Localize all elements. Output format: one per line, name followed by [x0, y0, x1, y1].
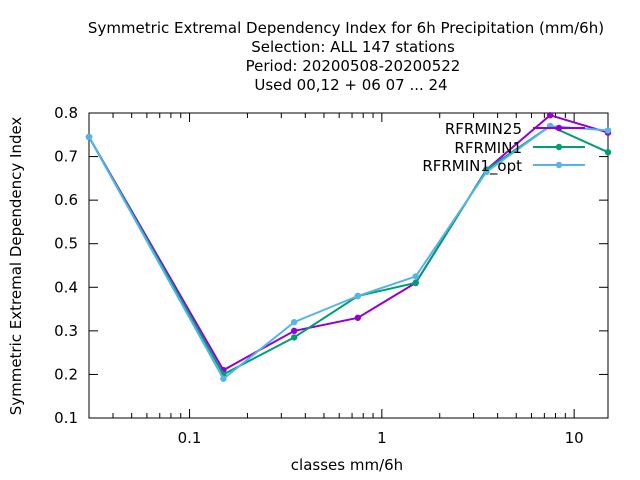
y-tick-label: 0.4	[54, 278, 78, 296]
y-axis: 0.1 0.2 0.3 0.4 0.5 0.6 0.7 0.8	[54, 104, 608, 427]
series-line-rfrmin1-opt	[88, 125, 609, 381]
y-tick-label: 0.6	[54, 191, 78, 209]
legend: RFRMIN25 RFRMIN1 RFRMIN1_opt	[422, 120, 585, 176]
title-line-1: Symmetric Extremal Dependency Index for …	[88, 19, 604, 37]
series-line-rfrmin25	[88, 114, 609, 372]
legend-marker-rfrmin1-opt	[555, 161, 563, 169]
x-axis: 0.1 1 10	[88, 113, 584, 447]
data-point-rfrmin1-opt	[483, 168, 490, 176]
data-point-rfrmin1-opt	[354, 292, 362, 300]
plot-frame	[88, 112, 609, 419]
legend-swatches	[533, 124, 585, 169]
title-line-3: Period: 20200508-20200522	[246, 57, 461, 75]
y-tick-label: 0.3	[54, 322, 78, 340]
y-axis-label: Symmetric Extremal Dependency Index	[7, 117, 25, 416]
series-line-rfrmin1	[88, 124, 609, 376]
data-point-rfrmin25	[354, 314, 362, 321]
series-group	[85, 111, 612, 382]
data-point-rfrmin25	[546, 111, 554, 119]
y-tick-label: 0.8	[54, 104, 78, 122]
data-point-rfrmin1	[604, 149, 612, 156]
legend-label-rfrmin1: RFRMIN1	[454, 139, 522, 157]
title-line-2: Selection: ALL 147 stations	[251, 38, 455, 56]
y-tick-label: 0.5	[54, 235, 78, 253]
x-tick-label: 0.1	[178, 429, 202, 447]
x-axis-label: classes mm/6h	[291, 456, 403, 474]
x-tick-label: 10	[565, 429, 584, 447]
legend-marker-rfrmin1	[555, 143, 563, 151]
legend-marker-rfrmin25	[555, 124, 563, 132]
data-point-rfrmin25	[290, 327, 298, 335]
chart-title: Symmetric Extremal Dependency Index for …	[88, 19, 604, 94]
data-point-rfrmin1-opt	[290, 318, 298, 326]
data-point-rfrmin1-opt	[412, 273, 419, 280]
data-point-rfrmin1-opt	[85, 133, 93, 141]
data-point-rfrmin1	[290, 334, 298, 341]
data-point-rfrmin1	[412, 279, 419, 287]
y-tick-label: 0.2	[54, 365, 78, 383]
legend-label-rfrmin25: RFRMIN25	[445, 120, 522, 138]
legend-label-rfrmin1-opt: RFRMIN1_opt	[422, 157, 522, 176]
y-tick-label: 0.1	[54, 409, 78, 427]
data-point-rfrmin1-opt	[220, 375, 227, 382]
y-tick-label: 0.7	[54, 148, 78, 166]
title-line-4: Used 00,12 + 06 07 ... 24	[254, 76, 447, 94]
x-tick-label: 1	[377, 429, 387, 447]
data-point-rfrmin1-opt	[604, 127, 612, 134]
